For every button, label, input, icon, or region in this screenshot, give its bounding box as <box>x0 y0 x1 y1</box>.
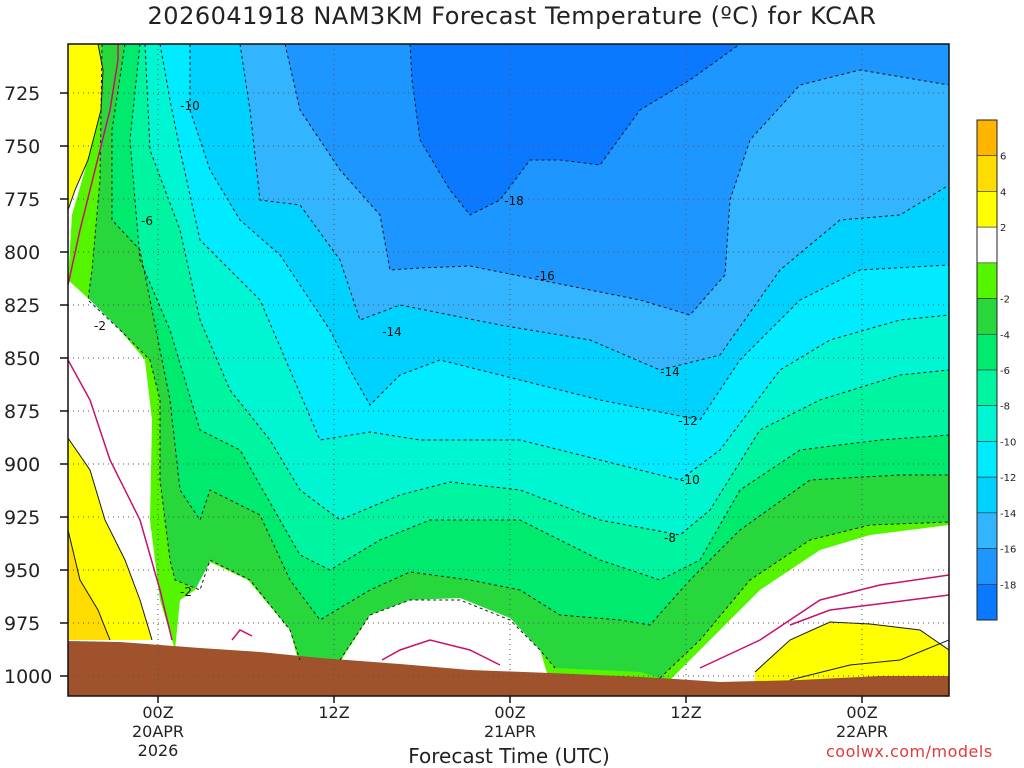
dashed-isotherms <box>87 44 949 679</box>
contour-label: -2 <box>180 585 192 599</box>
colorbar-swatch <box>976 298 998 335</box>
colorbar-swatch <box>976 155 998 192</box>
colorbar-swatch <box>976 369 998 407</box>
watermark-link[interactable]: coolwx.com/models <box>826 742 993 761</box>
colorbar-swatch <box>976 191 998 228</box>
colorbar-swatch <box>976 333 998 371</box>
contour-label: -2 <box>94 319 106 333</box>
contour-labels: -18 -16 -14 -14 -12 -10 -8 -10 -6 -2 -2 <box>94 99 700 599</box>
x-tick-label: 00Z <box>142 703 173 722</box>
colorbar-swatch <box>976 119 998 157</box>
contour-label: -18 <box>504 194 524 208</box>
colorbar-swatch <box>976 476 998 514</box>
colorbar-frame <box>976 119 998 621</box>
band-white-mid2 <box>340 598 548 676</box>
colorbar-swatch <box>976 441 998 478</box>
y-tick-label: 750 <box>4 136 40 158</box>
band-white-mid <box>175 562 298 660</box>
y-tick-label: 975 <box>4 613 40 635</box>
colorbar-swatch <box>976 405 998 442</box>
x-tick-label: 00Z <box>846 703 877 722</box>
contour-label: -14 <box>382 325 402 339</box>
band-minus4 <box>68 44 949 696</box>
page-title: 2026041918 NAM3KM Forecast Temperature (… <box>147 2 877 30</box>
band-yellow-topleft <box>68 44 103 210</box>
x-tick-label: 20APR <box>132 722 184 741</box>
y-tick-label: 1000 <box>4 666 52 688</box>
colorbar-label: 4 <box>1000 187 1006 198</box>
contour-label: -10 <box>680 473 700 487</box>
y-tick-label: 775 <box>4 189 40 211</box>
colorbar: 6 4 2 -2 -4 -6 -8 -10 -12 -14 -16 -18 <box>976 119 1016 621</box>
y-axis: 725 750 775 800 825 850 875 900 925 950 975 1000 <box>4 83 68 688</box>
solid-isotherms <box>68 44 949 681</box>
contour-label: -6 <box>141 214 153 228</box>
x-axis-title: Forecast Time (UTC) <box>408 744 610 768</box>
colorbar-label: -18 <box>1000 580 1016 591</box>
colorbar-label: 2 <box>1000 223 1006 234</box>
freezing-isotherms <box>68 44 949 669</box>
contour-label: -12 <box>678 414 698 428</box>
colorbar-label: 6 <box>1000 152 1006 163</box>
colorbar-label: -16 <box>1000 545 1016 556</box>
colorbar-swatch <box>976 226 998 264</box>
y-tick-label: 900 <box>4 454 40 476</box>
contour-label: -16 <box>535 269 555 283</box>
colorbar-swatch <box>976 512 998 549</box>
x-tick-label: 2026 <box>138 741 179 760</box>
contour-label: -10 <box>180 99 200 113</box>
terrain <box>68 641 949 696</box>
colorbar-label: -8 <box>1000 402 1010 413</box>
colorbar-label: -2 <box>1000 295 1010 306</box>
x-tick-label: 00Z <box>494 703 525 722</box>
y-tick-label: 850 <box>4 348 40 370</box>
x-tick-label: 12Z <box>318 703 349 722</box>
y-tick-label: 725 <box>4 83 40 105</box>
contour-label: -8 <box>664 531 676 545</box>
x-tick-label: 21APR <box>484 722 536 741</box>
x-tick-label: 12Z <box>670 703 701 722</box>
y-tick-label: 925 <box>4 507 40 529</box>
colorbar-label: -10 <box>1000 437 1016 448</box>
colorbar-label: -14 <box>1000 509 1016 520</box>
colorbar-swatch <box>976 583 998 621</box>
y-tick-label: 950 <box>4 560 40 582</box>
band-yellow-right <box>755 622 949 690</box>
colorbar-swatch <box>976 548 998 585</box>
filled-contours <box>68 44 949 696</box>
colorbar-label: -4 <box>1000 330 1010 341</box>
y-tick-label: 825 <box>4 295 40 317</box>
band-orange-lowleft <box>68 530 110 640</box>
y-tick-label: 800 <box>4 242 40 264</box>
grid-lines <box>68 44 949 696</box>
plot-frame <box>67 43 950 697</box>
colorbar-swatch <box>976 262 998 299</box>
colorbar-label: -6 <box>1000 366 1010 377</box>
x-tick-label: 22APR <box>836 722 888 741</box>
y-tick-label: 875 <box>4 401 40 423</box>
contour-label: -14 <box>660 365 680 379</box>
band-yellow-lowleft <box>68 438 152 640</box>
colorbar-label: -12 <box>1000 473 1016 484</box>
